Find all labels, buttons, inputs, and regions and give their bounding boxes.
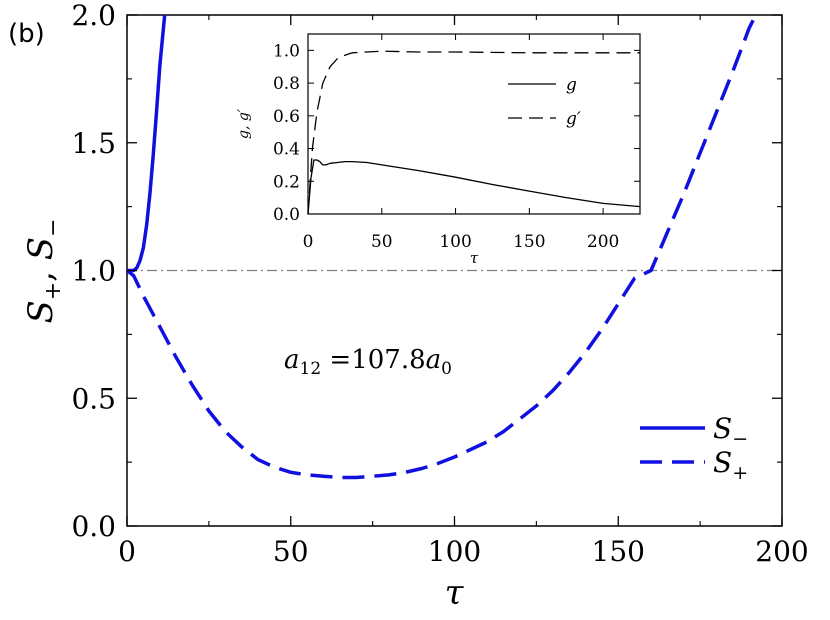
main-ytick-label: 1.5 — [71, 127, 116, 160]
inset-legend-label-gprime: g′ — [566, 109, 581, 129]
legend-s-minus-sub: − — [732, 428, 748, 450]
inset-ytick-label: 0.2 — [273, 172, 300, 192]
main-ylabel-sep: , — [21, 260, 61, 282]
inset-ylabel: g, g′ — [236, 108, 252, 139]
main-ytick-label: 0.0 — [71, 510, 116, 543]
main-tick-labels-group: 0 50 100 150 200 0.0 0.5 1.0 1.5 2.0 — [71, 0, 808, 568]
inset-ytick-label: 0.8 — [273, 74, 300, 94]
inset-xlabel: τ — [470, 249, 479, 267]
main-ylabel: S+, S− — [21, 218, 66, 323]
inset-ytick-label: 0.4 — [273, 140, 300, 160]
main-xtick-label: 50 — [273, 535, 309, 568]
legend-label-s-plus: S+ — [713, 446, 748, 484]
inset-frame — [307, 33, 641, 215]
main-xlabel: τ — [445, 573, 465, 613]
annotation-sub0: 0 — [441, 359, 452, 379]
main-ticks-group — [126, 14, 783, 527]
inset-background — [308, 34, 640, 214]
annotation-a12: a12 =107.8a0 — [284, 345, 452, 379]
main-ytick-label: 2.0 — [71, 0, 116, 32]
main-xtick-label: 150 — [592, 535, 645, 568]
main-series-s-plus — [125, 14, 758, 480]
inset-ytick-label: 0.0 — [273, 205, 300, 225]
main-series-group — [125, 14, 758, 480]
inset-series-g — [307, 159, 641, 215]
main-xtick-label: 100 — [428, 535, 481, 568]
main-legend: S− S+ — [640, 412, 748, 484]
inset-xtick-label: 0 — [303, 232, 314, 252]
legend-label-s-minus: S− — [713, 412, 748, 450]
main-xtick-label: 0 — [118, 535, 136, 568]
main-xtick-label: 200 — [755, 535, 808, 568]
inset-legend-label-g: g — [566, 75, 577, 95]
inset-xtick-label: 150 — [513, 232, 545, 252]
legend-s-plus-base: S — [713, 446, 732, 479]
main-ylabel-sub1: + — [41, 282, 66, 300]
legend-s-minus-base: S — [713, 412, 732, 445]
annotation-sub12: 12 — [300, 359, 322, 379]
inset-xtick-label: 100 — [439, 232, 471, 252]
main-ylabel-sub2: − — [41, 218, 66, 236]
main-ytick-label: 0.5 — [71, 382, 116, 415]
panel-label: (b) — [8, 19, 45, 49]
legend-s-plus-sub: + — [732, 462, 748, 484]
inset-series-group — [307, 50, 641, 215]
inset-ytick-label: 0.6 — [273, 107, 300, 127]
main-ytick-label: 1.0 — [71, 255, 116, 288]
main-ylabel-s1: S — [21, 300, 61, 323]
inset-tick-labels-group: 0 50 100 150 200 0.0 0.2 0.4 0.6 0.8 1.0 — [273, 41, 619, 252]
inset-ticks-group — [307, 34, 640, 215]
annotation-value: =107.8 — [321, 345, 425, 375]
main-ylabel-s2: S — [21, 237, 61, 260]
annotation-a: a — [284, 345, 300, 375]
inset-series-gprime — [307, 50, 640, 215]
inset-legend: g g′ — [508, 75, 581, 129]
main-series-s-minus — [127, 14, 167, 273]
inset-xtick-label: 50 — [371, 232, 393, 252]
inset-ytick-label: 1.0 — [273, 41, 300, 61]
annotation-a0: a — [426, 345, 442, 375]
inset-xtick-label: 200 — [587, 232, 619, 252]
